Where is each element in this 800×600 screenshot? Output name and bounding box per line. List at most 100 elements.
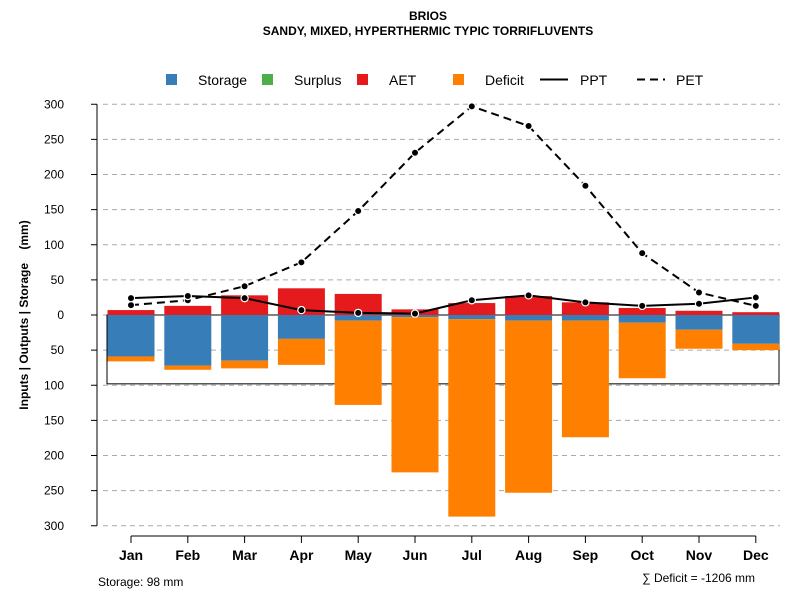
- bar-aet: [561, 302, 609, 315]
- ppt-point: [354, 308, 363, 318]
- y-tick-label: 100: [44, 238, 64, 252]
- bar-deficit: [221, 360, 269, 369]
- bar-deficit: [675, 329, 723, 349]
- bar-deficit: [732, 343, 780, 351]
- legend-swatch: [262, 74, 273, 85]
- y-tick-label: 150: [44, 413, 64, 427]
- y-tick-label: 300: [44, 519, 64, 533]
- y-tick-label: 200: [44, 449, 64, 463]
- bar-deficit: [334, 320, 382, 405]
- pet-point: [354, 206, 363, 216]
- y-tick-label: 150: [44, 203, 64, 217]
- bar-deficit: [107, 356, 155, 362]
- x-tick-label-apr: Apr: [289, 547, 314, 563]
- x-axis: Jan Feb Mar Apr May Jun Jul Aug Sep Oct Nov Dec: [119, 535, 769, 563]
- storage-footer: Storage: 98 mm: [98, 575, 183, 589]
- ppt-point: [183, 291, 192, 301]
- legend-item-storage: Storage: [166, 72, 247, 88]
- x-tick-label-jun: Jun: [403, 547, 428, 563]
- bar-storage: [618, 315, 666, 323]
- legend-item-pet: PET: [637, 72, 704, 88]
- bar-storage: [277, 315, 325, 339]
- legend-label: PPT: [580, 72, 608, 88]
- ppt-point: [240, 293, 249, 303]
- bar-deficit: [448, 319, 496, 517]
- legend-item-surplus: Surplus: [262, 72, 341, 88]
- pet-point: [126, 300, 136, 310]
- bar-aet: [107, 310, 155, 315]
- legend-label: Storage: [198, 72, 247, 88]
- legend-swatch: [357, 74, 368, 85]
- legend-label: Deficit: [485, 72, 524, 88]
- legend-swatch: [166, 74, 177, 85]
- y-tick-label: 250: [44, 484, 64, 498]
- bar-aet: [732, 312, 780, 315]
- ppt-point: [297, 305, 306, 315]
- bar-storage: [448, 315, 496, 320]
- bar-storage: [732, 315, 780, 344]
- bar-storage: [505, 315, 553, 321]
- y-tick-label: 200: [44, 168, 64, 182]
- legend-swatch: [453, 74, 464, 85]
- bars: [107, 288, 780, 517]
- pet-point: [467, 102, 476, 111]
- pet-line: [130, 105, 757, 307]
- legend-item-deficit: Deficit: [453, 72, 524, 88]
- legend-item-ppt: PPT: [540, 72, 608, 88]
- bar-deficit: [277, 338, 325, 365]
- pet-point: [694, 288, 704, 297]
- bar-deficit: [164, 365, 212, 370]
- bar-aet: [618, 307, 666, 315]
- y-axis: 300 250 200 150 100 50 0 50 100 150 200 250 300: [44, 97, 98, 533]
- x-tick-label-dec: Dec: [743, 547, 769, 563]
- x-tick-label-mar: Mar: [232, 547, 257, 563]
- bar-deficit: [561, 320, 609, 438]
- bar-aet: [505, 296, 553, 315]
- y-tick-label: 50: [51, 343, 65, 357]
- pet-point: [240, 281, 249, 291]
- pet-point: [410, 148, 420, 157]
- ppt-point: [751, 293, 761, 302]
- ppt-point: [410, 309, 420, 318]
- pet-point: [581, 181, 590, 190]
- y-tick-label: 250: [44, 132, 64, 146]
- legend-label: PET: [676, 72, 704, 88]
- legend: Storage Surplus AET Deficit PPT PET: [166, 72, 704, 88]
- deficit-footer: ∑ Deficit = -1206 mm: [642, 571, 755, 585]
- ppt-line: [130, 294, 756, 315]
- bar-deficit: [505, 320, 553, 493]
- bar-storage: [221, 315, 269, 361]
- ppt-point: [638, 301, 647, 311]
- chart-title: BRIOS: [409, 9, 447, 23]
- bar-aet: [448, 303, 496, 315]
- legend-item-aet: AET: [357, 72, 417, 88]
- bar-aet: [164, 305, 212, 315]
- x-tick-label-jan: Jan: [119, 547, 143, 563]
- bar-aet: [675, 310, 723, 315]
- bar-deficit: [618, 322, 666, 379]
- ppt-point: [524, 291, 533, 300]
- pet-point: [638, 248, 647, 258]
- y-tick-label: 0: [57, 308, 64, 322]
- bar-storage: [561, 315, 609, 321]
- ppt-point: [126, 293, 136, 303]
- bar-storage: [107, 315, 155, 357]
- series-lines: [126, 102, 761, 318]
- x-tick-label-aug: Aug: [515, 547, 542, 563]
- ppt-point: [581, 298, 590, 307]
- bar-aet: [334, 293, 382, 315]
- bar-deficit: [391, 317, 439, 473]
- legend-label: Surplus: [294, 72, 341, 88]
- bar-storage: [675, 315, 723, 330]
- pet-point: [524, 121, 533, 131]
- x-tick-label-may: May: [345, 547, 372, 563]
- legend-label: AET: [389, 72, 417, 88]
- bar-storage: [334, 315, 382, 321]
- y-tick-label: 300: [44, 97, 64, 111]
- x-tick-label-sep: Sep: [573, 547, 599, 563]
- ppt-point: [467, 296, 476, 305]
- x-tick-label-jul: Jul: [462, 547, 482, 563]
- x-tick-label-nov: Nov: [686, 547, 713, 563]
- pet-point: [751, 301, 761, 311]
